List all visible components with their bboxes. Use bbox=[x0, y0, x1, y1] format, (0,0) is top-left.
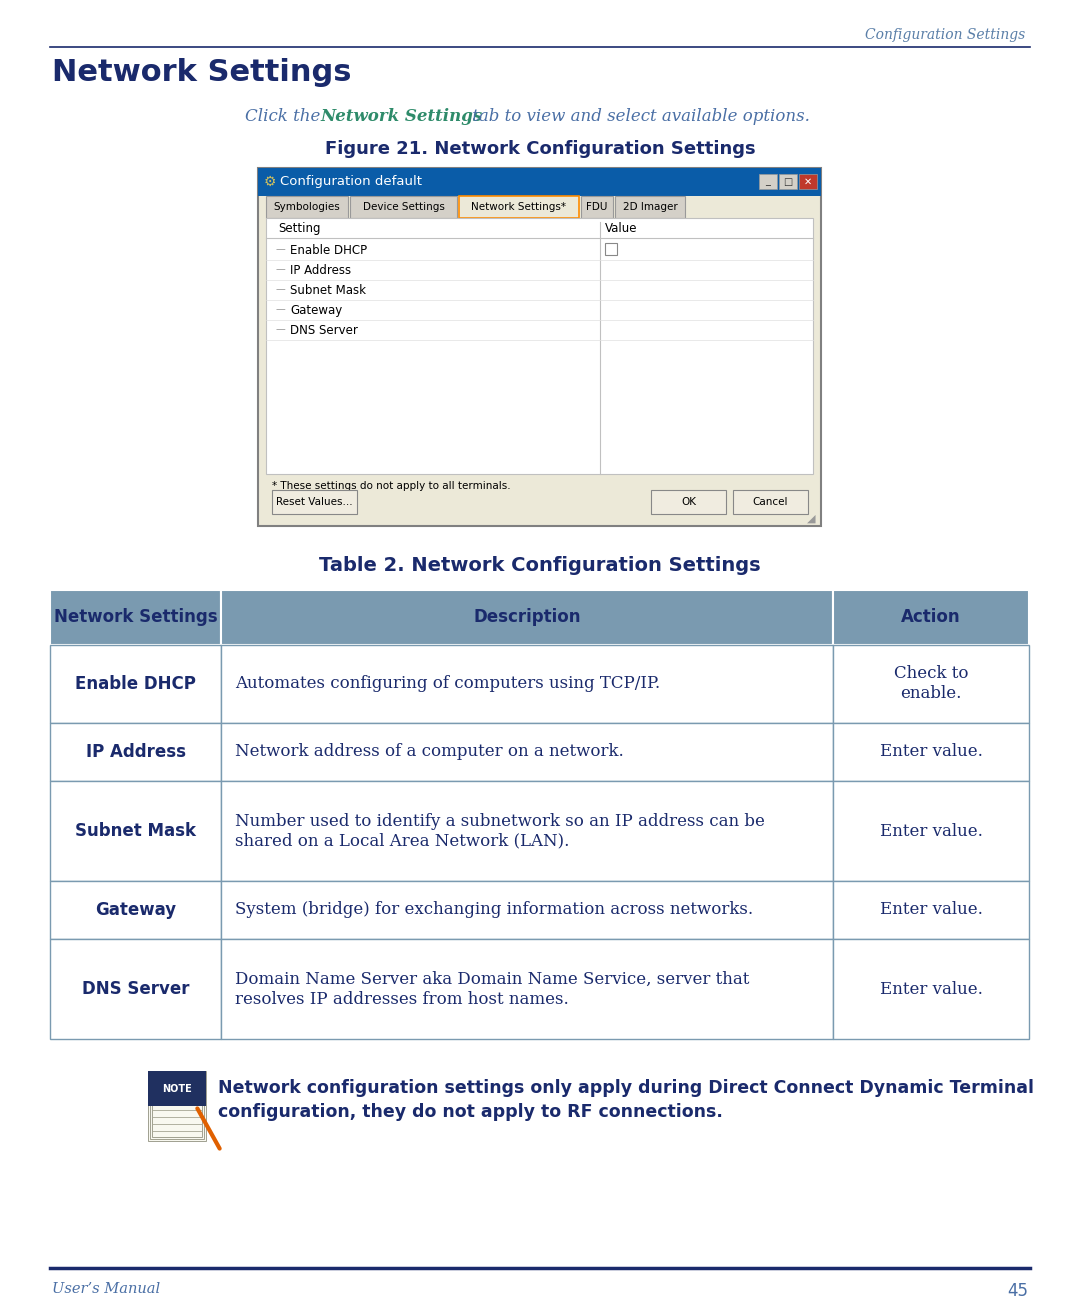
Text: configuration, they do not apply to RF connections.: configuration, they do not apply to RF c… bbox=[218, 1103, 723, 1121]
Text: Network Settings: Network Settings bbox=[54, 608, 217, 627]
Text: Enable DHCP: Enable DHCP bbox=[291, 244, 367, 257]
Bar bbox=[221, 590, 833, 645]
Bar bbox=[148, 1071, 206, 1106]
Text: Gateway: Gateway bbox=[95, 901, 176, 919]
Bar bbox=[833, 590, 1029, 645]
Text: Click the: Click the bbox=[245, 108, 326, 125]
Bar bbox=[799, 174, 816, 189]
Text: FDU: FDU bbox=[586, 202, 608, 212]
Bar bbox=[459, 197, 579, 218]
Text: Enter value.: Enter value. bbox=[879, 902, 983, 919]
Text: Symbologies: Symbologies bbox=[273, 202, 340, 212]
Text: Automates configuring of computers using TCP/IP.: Automates configuring of computers using… bbox=[235, 675, 660, 692]
Text: Enter value.: Enter value. bbox=[879, 822, 983, 839]
Text: —: — bbox=[276, 324, 286, 334]
Bar bbox=[833, 881, 1029, 939]
Text: 45: 45 bbox=[1007, 1282, 1028, 1301]
Text: IP Address: IP Address bbox=[85, 743, 186, 760]
Bar bbox=[266, 218, 813, 475]
Text: * These settings do not apply to all terminals.: * These settings do not apply to all ter… bbox=[272, 481, 511, 492]
Bar bbox=[221, 939, 833, 1040]
Bar bbox=[221, 645, 833, 722]
Text: Subnet Mask: Subnet Mask bbox=[291, 284, 366, 298]
Bar bbox=[258, 168, 821, 526]
Text: DNS Server: DNS Server bbox=[291, 324, 357, 337]
Bar bbox=[833, 781, 1029, 881]
Bar bbox=[833, 722, 1029, 781]
Text: Network Settings: Network Settings bbox=[320, 108, 483, 125]
Text: —: — bbox=[276, 284, 286, 294]
Text: —: — bbox=[276, 264, 286, 274]
Bar bbox=[221, 722, 833, 781]
Text: Network configuration settings only apply during Direct Connect Dynamic Terminal: Network configuration settings only appl… bbox=[218, 1079, 1034, 1097]
Text: enable.: enable. bbox=[901, 686, 961, 703]
Text: Figure 21. Network Configuration Settings: Figure 21. Network Configuration Setting… bbox=[325, 140, 755, 159]
Bar bbox=[50, 645, 221, 722]
Bar bbox=[759, 174, 777, 189]
Bar bbox=[605, 243, 617, 256]
Text: Reset Values...: Reset Values... bbox=[276, 497, 353, 507]
Bar bbox=[152, 1075, 202, 1137]
Text: Subnet Mask: Subnet Mask bbox=[75, 822, 195, 840]
Text: Action: Action bbox=[901, 608, 961, 627]
Bar bbox=[258, 168, 821, 197]
Bar bbox=[148, 1071, 206, 1141]
Bar bbox=[50, 939, 221, 1040]
Text: Configuration Settings: Configuration Settings bbox=[865, 28, 1025, 42]
Text: ⚙: ⚙ bbox=[264, 174, 276, 189]
Text: —: — bbox=[276, 304, 286, 315]
Text: DNS Server: DNS Server bbox=[82, 981, 189, 998]
Text: OK: OK bbox=[681, 497, 696, 507]
Text: Network address of a computer on a network.: Network address of a computer on a netwo… bbox=[235, 743, 624, 760]
Text: 2D Imager: 2D Imager bbox=[623, 202, 677, 212]
Bar bbox=[50, 781, 221, 881]
Bar bbox=[833, 645, 1029, 722]
Text: Enter value.: Enter value. bbox=[879, 981, 983, 998]
Text: Network Settings: Network Settings bbox=[52, 58, 351, 87]
Text: Enter value.: Enter value. bbox=[879, 743, 983, 760]
Text: resolves IP addresses from host names.: resolves IP addresses from host names. bbox=[235, 991, 569, 1007]
Text: Table 2. Network Configuration Settings: Table 2. Network Configuration Settings bbox=[320, 556, 760, 576]
Text: Number used to identify a subnetwork so an IP address can be: Number used to identify a subnetwork so … bbox=[235, 813, 765, 830]
Text: IP Address: IP Address bbox=[291, 264, 351, 277]
Text: Device Settings: Device Settings bbox=[363, 202, 445, 212]
Bar bbox=[833, 939, 1029, 1040]
Text: Network Settings*: Network Settings* bbox=[471, 202, 566, 212]
Bar bbox=[266, 197, 348, 218]
Bar bbox=[651, 490, 726, 514]
Text: ✕: ✕ bbox=[804, 177, 812, 186]
Bar bbox=[221, 781, 833, 881]
Text: Value: Value bbox=[605, 222, 637, 235]
Bar bbox=[221, 881, 833, 939]
Text: —: — bbox=[276, 244, 286, 254]
Text: Enable DHCP: Enable DHCP bbox=[76, 675, 195, 694]
Text: □: □ bbox=[783, 177, 793, 186]
Text: User’s Manual: User’s Manual bbox=[52, 1282, 160, 1297]
Bar bbox=[50, 722, 221, 781]
Text: Gateway: Gateway bbox=[291, 304, 342, 317]
Bar bbox=[779, 174, 797, 189]
Text: _: _ bbox=[766, 177, 770, 186]
Text: Setting: Setting bbox=[278, 222, 321, 235]
Bar bbox=[50, 881, 221, 939]
Bar bbox=[272, 490, 357, 514]
Bar bbox=[50, 590, 221, 645]
Text: Check to: Check to bbox=[894, 666, 969, 683]
Text: System (bridge) for exchanging information across networks.: System (bridge) for exchanging informati… bbox=[235, 902, 753, 919]
Bar bbox=[581, 197, 613, 218]
Text: shared on a Local Area Network (LAN).: shared on a Local Area Network (LAN). bbox=[235, 832, 569, 850]
Text: NOTE: NOTE bbox=[162, 1083, 192, 1093]
Bar bbox=[150, 1072, 204, 1139]
Text: tab to view and select available options.: tab to view and select available options… bbox=[467, 108, 810, 125]
Text: Description: Description bbox=[473, 608, 581, 627]
Bar bbox=[350, 197, 457, 218]
Text: ◢: ◢ bbox=[807, 514, 815, 524]
Text: Domain Name Server aka Domain Name Service, server that: Domain Name Server aka Domain Name Servi… bbox=[235, 970, 750, 987]
Bar bbox=[733, 490, 808, 514]
Bar bbox=[616, 197, 685, 218]
Text: Configuration default: Configuration default bbox=[280, 176, 422, 189]
Text: Cancel: Cancel bbox=[753, 497, 788, 507]
